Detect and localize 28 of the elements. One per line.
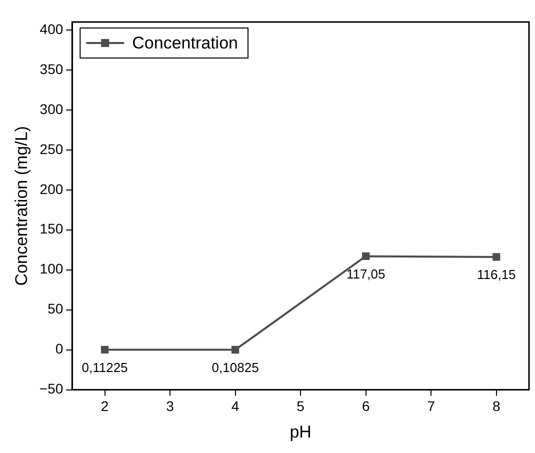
y-tick-label: 200 — [40, 180, 64, 197]
y-tick-label: 50 — [48, 300, 64, 317]
point — [362, 252, 370, 260]
data-label: 0,10825 — [212, 360, 259, 375]
y-tick-label: 0 — [55, 340, 64, 357]
y-tick-label: 300 — [40, 100, 64, 117]
data-label: 116,15 — [476, 267, 516, 282]
y-axis-title: Concentration (mg/L) — [12, 126, 31, 286]
y-tick-label: 100 — [40, 260, 64, 277]
x-tick-label: 7 — [427, 398, 436, 414]
y-tick-label: 150 — [40, 220, 64, 237]
y-tick-label: −50 — [39, 380, 64, 397]
x-tick-label: 2 — [100, 398, 109, 414]
y-tick-label: 250 — [40, 140, 64, 157]
x-tick-label: 8 — [492, 398, 500, 414]
point — [100, 346, 109, 354]
y-tick-label: 400 — [40, 20, 64, 37]
legend-label: Concentration — [132, 34, 238, 53]
x-tick-label: 5 — [296, 398, 305, 414]
point — [231, 346, 240, 354]
y-tick-label: 350 — [40, 60, 64, 77]
data-label: 117,05 — [346, 266, 386, 282]
x-tick-label: 4 — [231, 398, 240, 414]
x-tick-label: 3 — [166, 398, 174, 414]
data-label: 0,11225 — [82, 360, 128, 375]
x-axis-title: pH — [290, 422, 312, 442]
x-tick-label: 6 — [362, 398, 370, 414]
point — [492, 253, 500, 261]
